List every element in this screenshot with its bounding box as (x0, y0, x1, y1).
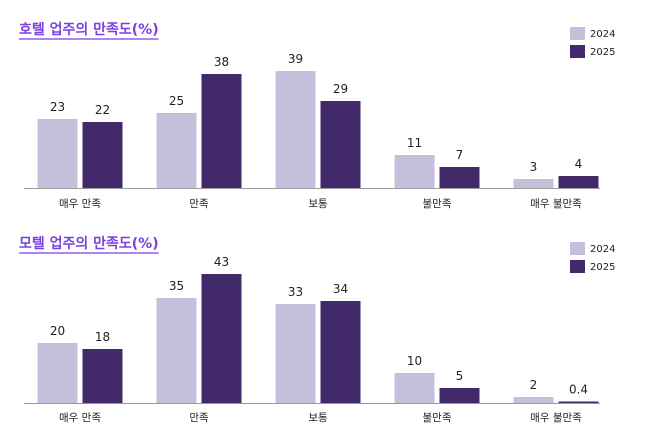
data-label-2025-4: 5 (456, 369, 464, 383)
bar-2025-5 (558, 176, 599, 188)
bar-2025-4 (439, 167, 480, 188)
data-label-2025-5: 0.4 (569, 383, 588, 397)
legend-swatch-2025 (570, 260, 585, 273)
bar-2025-2 (201, 274, 242, 403)
legend-swatch-2024 (570, 242, 585, 255)
bar-2025-4 (439, 388, 480, 403)
legend-label-2025: 2025 (590, 47, 615, 58)
chart-title: 호텔 업주의 만족도(%) (19, 21, 159, 38)
bar-2025-1 (82, 349, 123, 403)
bar-2025-1 (82, 122, 123, 188)
data-label-2024-4: 11 (407, 136, 422, 150)
category-label-2: 만족 (189, 412, 209, 424)
category-label-4: 불만족 (423, 198, 452, 210)
category-label-2: 만족 (189, 198, 209, 210)
data-label-2025-5: 4 (575, 157, 583, 171)
bar-2024-3 (275, 304, 316, 403)
data-label-2025-2: 38 (214, 55, 229, 69)
bar-2024-1 (37, 343, 78, 403)
data-label-2024-5: 2 (530, 378, 538, 392)
data-label-2025-3: 34 (333, 282, 348, 296)
legend-swatch-2025 (570, 45, 585, 58)
bar-2024-5 (513, 397, 554, 403)
data-label-2024-1: 23 (50, 100, 65, 114)
legend-label-2024: 2024 (590, 29, 615, 40)
category-label-3: 보통 (308, 412, 328, 424)
chart-2: 모텔 업주의 만족도(%) 2024 2025 20 18 매우 만족 35 43 만족 33 34… (19, 235, 615, 424)
category-label-1: 매우 만족 (59, 198, 101, 210)
category-label-5: 매우 불만족 (530, 412, 582, 424)
bar-2024-1 (37, 119, 78, 188)
data-label-2024-2: 35 (169, 279, 184, 293)
chart-1: 호텔 업주의 만족도(%) 2024 2025 23 22 매우 만족 25 38 만족 39 29… (19, 21, 615, 210)
category-label-3: 보통 (308, 198, 328, 210)
bar-2024-3 (275, 71, 316, 188)
bar-2025-5 (558, 401, 599, 403)
data-label-2024-2: 25 (169, 94, 184, 108)
category-label-4: 불만족 (423, 412, 452, 424)
data-label-2024-3: 33 (288, 285, 303, 299)
data-label-2024-3: 39 (288, 52, 303, 66)
data-label-2024-5: 3 (530, 160, 538, 174)
bar-2024-5 (513, 179, 554, 188)
data-label-2025-4: 7 (456, 148, 464, 162)
bar-2025-3 (320, 301, 361, 403)
legend-label-2025: 2025 (590, 262, 615, 273)
legend-label-2024: 2024 (590, 244, 615, 255)
bar-2024-4 (394, 373, 435, 403)
bar-2025-3 (320, 101, 361, 188)
bar-2024-4 (394, 155, 435, 188)
bar-2024-2 (156, 298, 197, 403)
bar-2024-2 (156, 113, 197, 188)
category-label-5: 매우 불만족 (530, 198, 582, 210)
chart-title: 모텔 업주의 만족도(%) (19, 235, 159, 252)
legend-swatch-2024 (570, 27, 585, 40)
data-label-2024-1: 20 (50, 324, 65, 338)
category-label-1: 매우 만족 (59, 412, 101, 424)
bar-2025-2 (201, 74, 242, 188)
data-label-2024-4: 10 (407, 354, 422, 368)
data-label-2025-2: 43 (214, 255, 229, 269)
data-label-2025-1: 22 (95, 103, 110, 117)
data-label-2025-3: 29 (333, 82, 348, 96)
data-label-2025-1: 18 (95, 330, 110, 344)
